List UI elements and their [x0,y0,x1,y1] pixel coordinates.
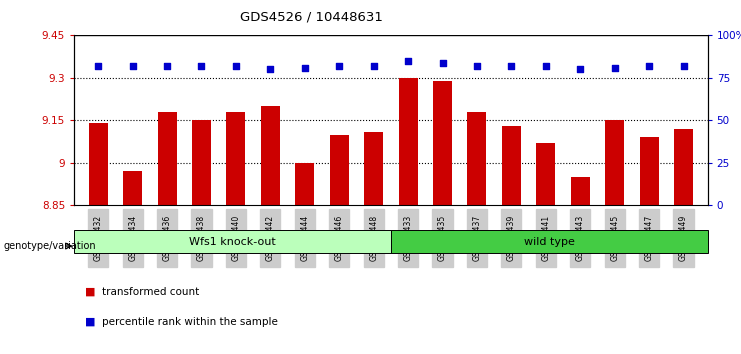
Bar [158,112,176,205]
Bar [605,120,624,205]
Point [265,67,276,72]
Bar [261,106,280,205]
Bar [89,123,107,205]
Bar [364,132,383,205]
Text: transformed count: transformed count [102,287,199,297]
Point [574,67,586,72]
Point [609,65,621,70]
Point [196,63,207,69]
Bar [391,230,708,253]
Bar [296,163,314,205]
Bar [502,126,521,205]
Text: genotype/variation: genotype/variation [4,241,96,251]
Bar [227,112,245,205]
Bar [468,112,486,205]
Point [93,63,104,69]
Bar [192,120,211,205]
Point [368,63,379,69]
Text: wild type: wild type [524,236,575,247]
Bar [639,137,659,205]
Text: ■: ■ [85,317,96,327]
Point [677,63,689,69]
Point [161,63,173,69]
Point [540,63,552,69]
Bar [330,135,349,205]
Bar [74,230,391,253]
Bar [123,171,142,205]
Bar [433,81,452,205]
Point [505,63,517,69]
Point [436,60,448,65]
Bar [536,143,555,205]
Text: percentile rank within the sample: percentile rank within the sample [102,317,277,327]
Text: Wfs1 knock-out: Wfs1 knock-out [189,236,276,247]
Point [333,63,345,69]
Point [471,63,483,69]
Point [299,65,310,70]
Point [643,63,655,69]
Text: GDS4526 / 10448631: GDS4526 / 10448631 [240,11,382,24]
Bar [399,78,418,205]
Text: ■: ■ [85,287,96,297]
Point [127,63,139,69]
Point [230,63,242,69]
Bar [571,177,590,205]
Point [402,58,414,64]
Bar [674,129,693,205]
